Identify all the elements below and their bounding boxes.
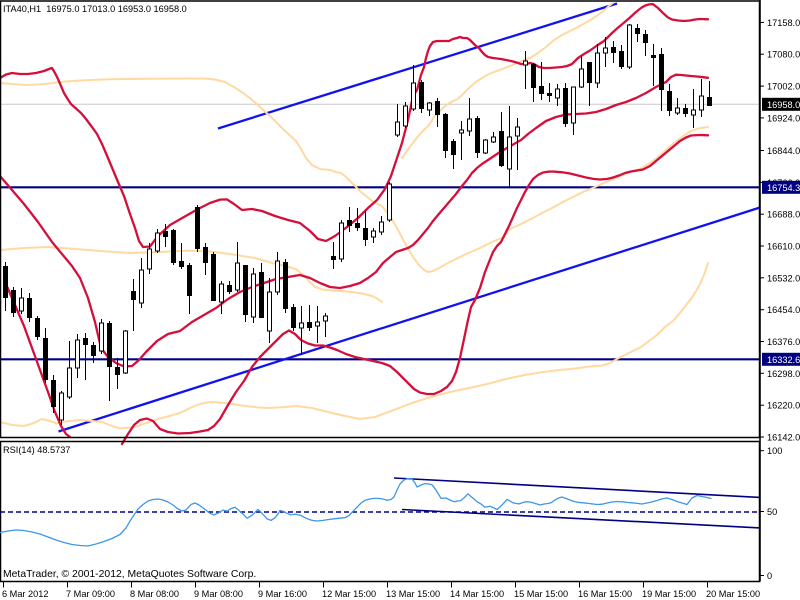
svg-text:ITA40,H1 16975.0 17013.0 1695: ITA40,H1 16975.0 17013.0 16953.0 16958.0 [3, 4, 187, 14]
svg-text:20 Mar 15:00: 20 Mar 15:00 [706, 589, 760, 599]
svg-text:9 Mar 08:00: 9 Mar 08:00 [194, 589, 243, 599]
svg-text:13 Mar 15:00: 13 Mar 15:00 [386, 589, 440, 599]
svg-text:14 Mar 15:00: 14 Mar 15:00 [450, 589, 504, 599]
svg-text:16142.0: 16142.0 [767, 433, 800, 443]
svg-text:17158.0: 17158.0 [767, 18, 800, 28]
svg-text:16844.0: 16844.0 [767, 146, 800, 156]
svg-text:16376.0: 16376.0 [767, 337, 800, 347]
svg-text:MetaTrader, © 2001-2012, MetaQ: MetaTrader, © 2001-2012, MetaQuotes Soft… [3, 569, 256, 580]
svg-text:16924.0: 16924.0 [767, 113, 800, 123]
svg-text:16298.0: 16298.0 [767, 369, 800, 379]
svg-text:50: 50 [767, 507, 777, 517]
svg-text:100: 100 [767, 446, 782, 456]
svg-text:7 Mar 09:00: 7 Mar 09:00 [66, 589, 115, 599]
svg-text:16220.0: 16220.0 [767, 401, 800, 411]
svg-text:16332.6: 16332.6 [767, 355, 800, 365]
svg-text:12 Mar 15:00: 12 Mar 15:00 [322, 589, 376, 599]
svg-text:0: 0 [767, 571, 772, 581]
svg-text:17002.0: 17002.0 [767, 82, 800, 92]
svg-text:16958.0: 16958.0 [767, 100, 800, 110]
svg-text:6 Mar 2012: 6 Mar 2012 [2, 589, 48, 599]
svg-text:15 Mar 15:00: 15 Mar 15:00 [514, 589, 568, 599]
svg-text:16610.0: 16610.0 [767, 242, 800, 252]
svg-text:RSI(14) 48.5737: RSI(14) 48.5737 [3, 445, 70, 455]
svg-text:8 Mar 08:00: 8 Mar 08:00 [130, 589, 179, 599]
svg-text:16754.3: 16754.3 [767, 183, 800, 193]
svg-text:16532.0: 16532.0 [767, 273, 800, 283]
svg-text:16454.0: 16454.0 [767, 305, 800, 315]
svg-text:19 Mar 15:00: 19 Mar 15:00 [642, 589, 696, 599]
svg-text:9 Mar 16:00: 9 Mar 16:00 [258, 589, 307, 599]
svg-text:17080.0: 17080.0 [767, 50, 800, 60]
svg-text:16 Mar 15:00: 16 Mar 15:00 [578, 589, 632, 599]
svg-text:16688.0: 16688.0 [767, 210, 800, 220]
